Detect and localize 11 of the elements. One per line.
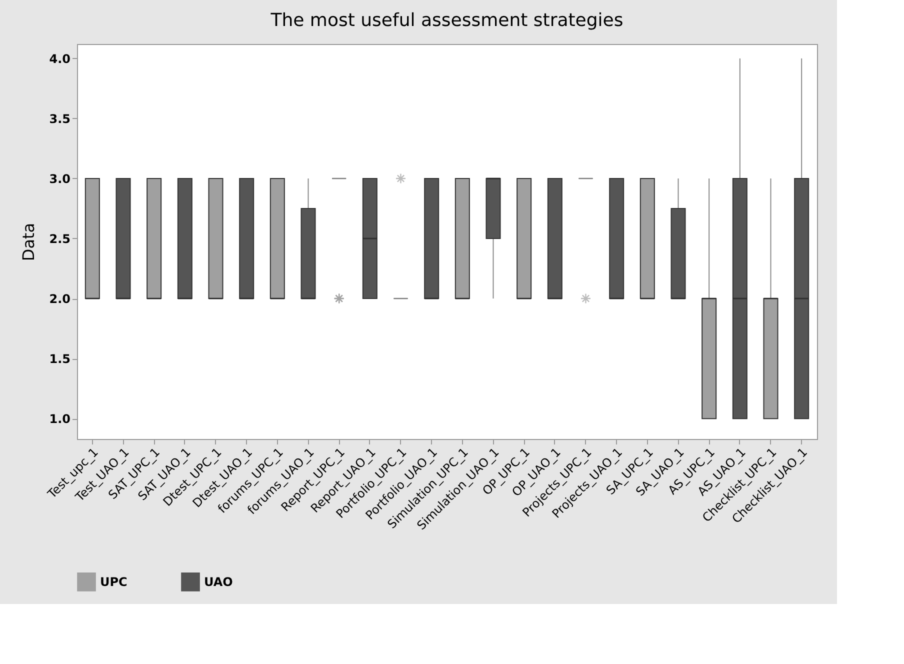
y-tick-label: 1.0 xyxy=(49,412,70,426)
y-tick-label: 3.0 xyxy=(49,172,70,186)
y-tick-label: 2.5 xyxy=(49,232,70,246)
legend-label: UAO xyxy=(204,574,233,589)
y-tick-label: 3.5 xyxy=(49,112,70,126)
legend-label: UPC xyxy=(100,574,128,589)
y-axis-title: Data xyxy=(19,222,38,262)
y-tick-label: 2.0 xyxy=(49,292,70,306)
y-tick-label: 4.0 xyxy=(49,52,70,66)
chart-title: The most useful assessment strategies xyxy=(270,10,624,31)
y-tick-label: 1.5 xyxy=(49,352,70,366)
